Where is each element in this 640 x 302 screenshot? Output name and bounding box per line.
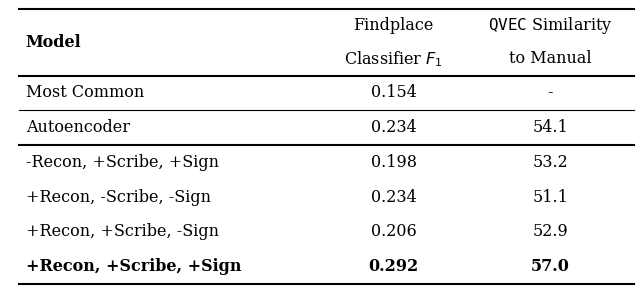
Text: 0.234: 0.234 (371, 119, 417, 136)
Text: Most Common: Most Common (26, 84, 144, 101)
Text: -: - (548, 84, 553, 101)
Text: Model: Model (26, 34, 81, 51)
Text: 51.1: 51.1 (532, 188, 568, 206)
Text: -Recon, +Scribe, +Sign: -Recon, +Scribe, +Sign (26, 154, 219, 171)
Text: 0.154: 0.154 (371, 84, 417, 101)
Text: 57.0: 57.0 (531, 258, 570, 275)
Text: 52.9: 52.9 (532, 223, 568, 240)
Text: 0.292: 0.292 (369, 258, 419, 275)
Text: 53.2: 53.2 (532, 154, 568, 171)
Text: +Recon, -Scribe, -Sign: +Recon, -Scribe, -Sign (26, 188, 211, 206)
Text: Findplace: Findplace (353, 17, 434, 34)
Text: 54.1: 54.1 (532, 119, 568, 136)
Text: +Recon, +Scribe, +Sign: +Recon, +Scribe, +Sign (26, 258, 241, 275)
Text: Classifier $F_1$: Classifier $F_1$ (344, 49, 443, 69)
Text: $\mathtt{QVEC}$ Similarity: $\mathtt{QVEC}$ Similarity (488, 15, 613, 36)
Text: 0.206: 0.206 (371, 223, 417, 240)
Text: 0.234: 0.234 (371, 188, 417, 206)
Text: +Recon, +Scribe, -Sign: +Recon, +Scribe, -Sign (26, 223, 219, 240)
Text: Autoencoder: Autoencoder (26, 119, 129, 136)
Text: 0.198: 0.198 (371, 154, 417, 171)
Text: to Manual: to Manual (509, 50, 592, 67)
